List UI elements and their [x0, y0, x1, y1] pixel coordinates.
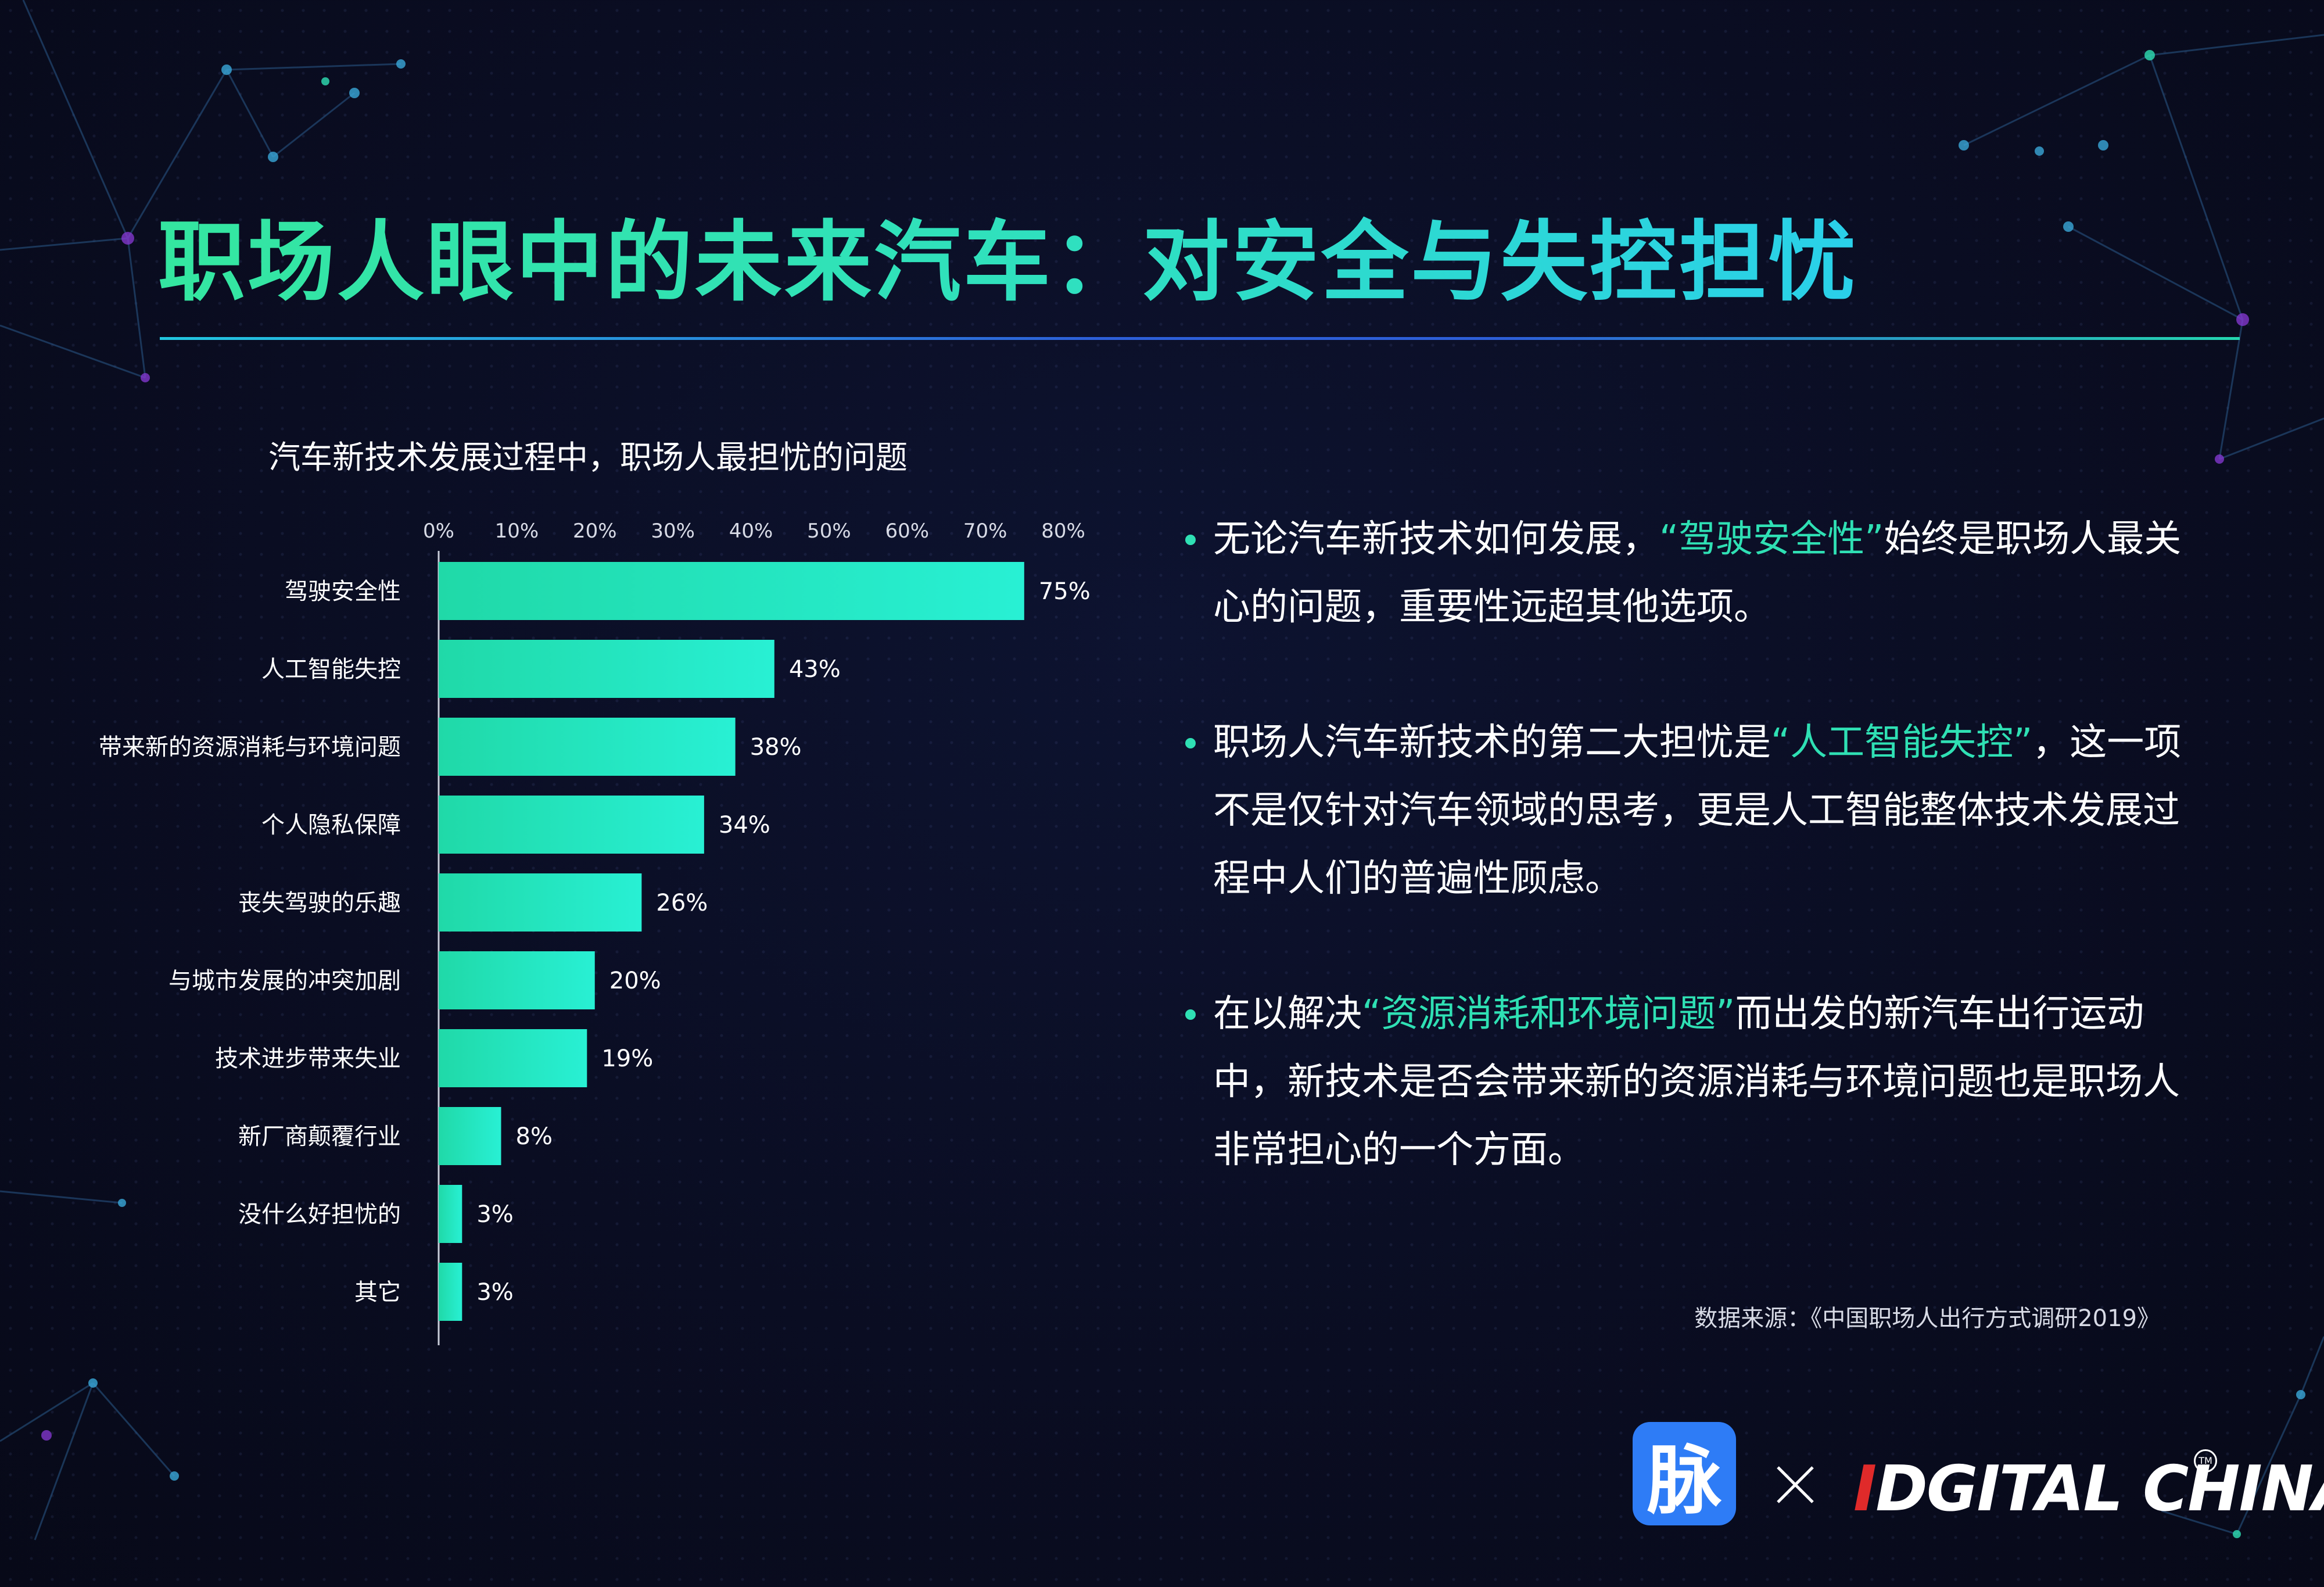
- bar: [439, 640, 774, 698]
- value-label: 3%: [476, 1279, 513, 1306]
- bar: [439, 718, 736, 776]
- x-tick-label: 10%: [495, 520, 539, 543]
- x-tick-label: 30%: [651, 520, 695, 543]
- bar: [439, 1185, 462, 1243]
- trademark-badge: TM: [2194, 1449, 2217, 1473]
- title-divider: [160, 337, 2240, 340]
- x-tick-label: 70%: [963, 520, 1007, 543]
- page-title: 职场人眼中的未来汽车：对安全与失控担忧: [158, 192, 1858, 318]
- insight-highlight: “资源消耗和环境问题”: [1362, 993, 1735, 1036]
- insight-highlight: “驾驶安全性”: [1659, 518, 1884, 561]
- digital-china-logo-text: DGITAL CHINA: [1875, 1453, 2324, 1525]
- x-tick-label: 60%: [885, 520, 929, 543]
- insight-item: 职场人汽车新技术的第二大担忧是“人工智能失控”，这一项不是仅针对汽车领域的思考，…: [1179, 709, 2190, 913]
- bar: [439, 562, 1024, 620]
- x-tick-label: 40%: [729, 520, 773, 543]
- insight-text: 而出发的新汽车出行运动中，新技术是否会带来新的资源消耗与环境问题也是职场人非常担…: [1213, 993, 2180, 1172]
- category-label: 没什么好担忧的: [238, 1201, 401, 1228]
- value-label: 20%: [609, 968, 661, 994]
- insight-highlight: “人工智能失控”: [1771, 721, 2033, 764]
- category-label: 技术进步带来失业: [215, 1045, 401, 1072]
- category-label: 新厂商颠覆行业: [238, 1123, 401, 1150]
- value-label: 3%: [476, 1201, 513, 1228]
- digital-china-logo: IDGITAL CHINA: [1853, 1453, 2324, 1525]
- x-tick-label: 80%: [1041, 520, 1085, 543]
- bullet-dot-icon: [1185, 738, 1196, 748]
- insight-item: 无论汽车新技术如何发展，“驾驶安全性”始终是职场人最关心的问题，重要性远超其他选…: [1179, 506, 2190, 642]
- insight-text: ，这一项不是仅针对汽车领域的思考，更是人工智能整体技术发展过程中人们的普遍性顾虑…: [1213, 721, 2182, 900]
- x-tick-label: 50%: [807, 520, 851, 543]
- category-label: 驾驶安全性: [285, 578, 401, 605]
- value-label: 8%: [516, 1123, 553, 1150]
- x-tick-label: 20%: [573, 520, 617, 543]
- category-label: 其它: [354, 1279, 401, 1306]
- bar: [439, 951, 595, 1009]
- maimai-logo-text: 脉: [1647, 1437, 1722, 1524]
- x-tick-label: 0%: [423, 520, 454, 543]
- bar: [439, 796, 704, 854]
- insight-text: 无论汽车新技术如何发展，: [1213, 518, 1659, 561]
- category-label: 与城市发展的冲突加剧: [168, 968, 401, 994]
- insights-list: 无论汽车新技术如何发展，“驾驶安全性”始终是职场人最关心的问题，重要性远超其他选…: [1179, 506, 2190, 1184]
- bar: [439, 1263, 462, 1321]
- bar: [439, 1107, 501, 1165]
- bullet-dot-icon: [1185, 535, 1196, 545]
- value-label: 34%: [719, 812, 770, 839]
- value-label: 38%: [750, 734, 802, 761]
- chart-title: 汽车新技术发展过程中，职场人最担忧的问题: [268, 439, 908, 476]
- insight-text: 职场人汽车新技术的第二大担忧是: [1213, 721, 1771, 764]
- insight-item: 在以解决“资源消耗和环境问题”而出发的新汽车出行运动中，新技术是否会带来新的资源…: [1179, 980, 2190, 1184]
- category-label: 带来新的资源消耗与环境问题: [99, 734, 401, 761]
- bullet-dot-icon: [1185, 1009, 1196, 1020]
- data-source: 数据来源：《中国职场人出行方式调研2019》: [1694, 1305, 2160, 1332]
- category-label: 个人隐私保障: [261, 812, 401, 839]
- value-label: 43%: [789, 656, 841, 683]
- category-label: 丧失驾驶的乐趣: [238, 890, 401, 916]
- maimai-logo: 脉: [1633, 1422, 1736, 1525]
- cross-icon: [1777, 1466, 1814, 1503]
- value-label: 75%: [1039, 578, 1091, 605]
- insight-text: 在以解决: [1213, 993, 1362, 1036]
- bar: [439, 1029, 587, 1087]
- value-label: 26%: [656, 890, 708, 916]
- category-label: 人工智能失控: [261, 656, 401, 683]
- bar: [439, 873, 642, 932]
- insight-text: 始终是职场人最关心的问题，重要性远超其他选项。: [1213, 518, 2182, 629]
- digital-china-logo-mark: I: [1853, 1453, 1877, 1525]
- value-label: 19%: [601, 1045, 653, 1072]
